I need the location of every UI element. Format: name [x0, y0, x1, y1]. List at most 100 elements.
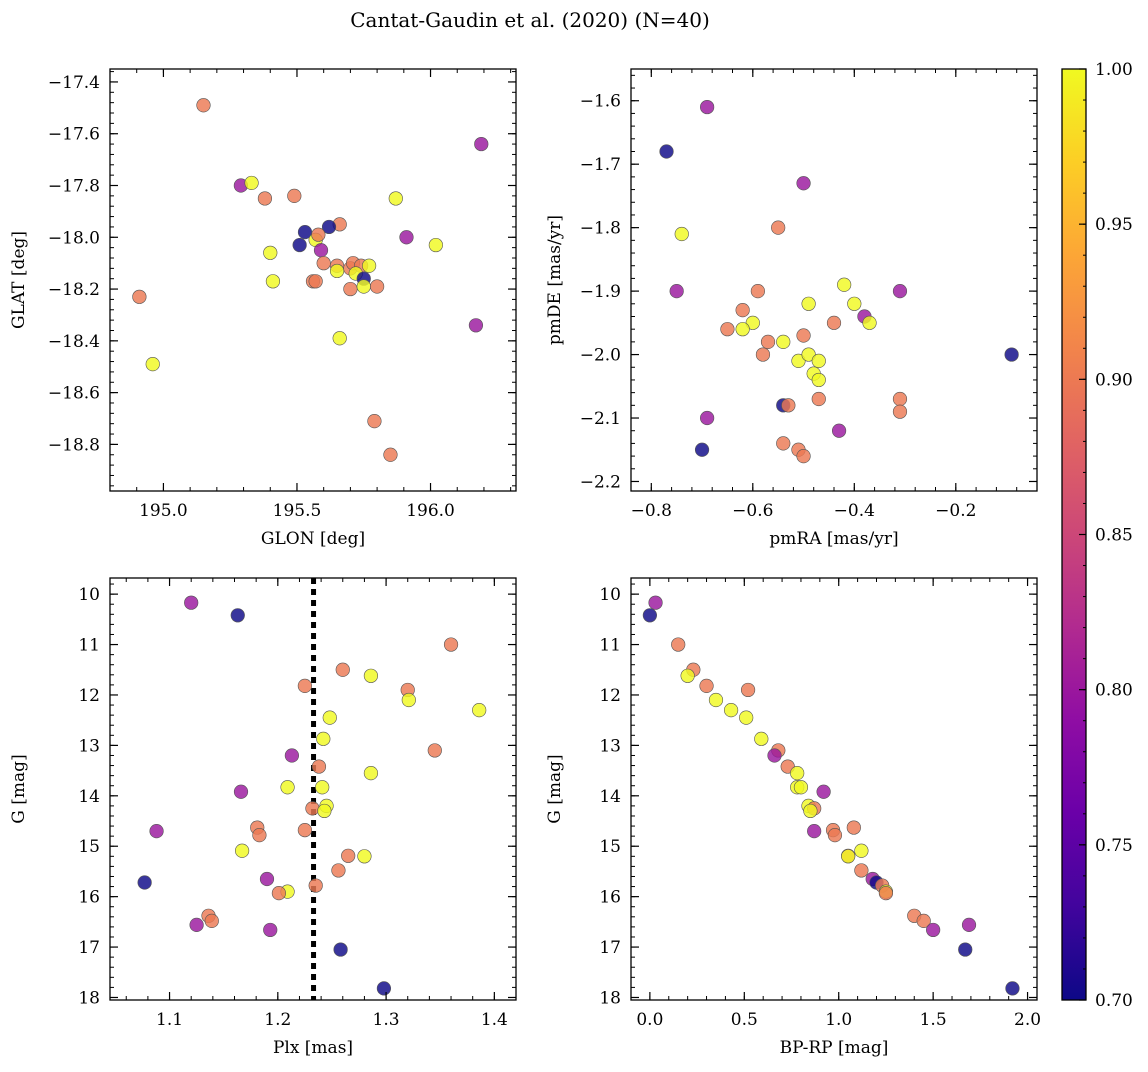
data-point [740, 682, 756, 698]
x-tick-label: 196.0 [406, 501, 455, 521]
axes-frame [109, 577, 517, 1001]
data-point [807, 823, 822, 839]
x-tick-label: 1.5 [920, 1010, 947, 1030]
x-axis-label: Plx [mas] [273, 1038, 353, 1058]
data-point [796, 176, 811, 191]
data-point [184, 595, 199, 610]
data-point [280, 780, 295, 795]
y-tick-label: 14 [599, 787, 621, 807]
data-point [846, 820, 861, 835]
x-tick-label: 0.0 [636, 1010, 663, 1030]
data-point [847, 296, 862, 311]
data-point [149, 823, 164, 839]
data-point [333, 942, 348, 957]
x-tick-label: 195.5 [273, 501, 322, 521]
data-point [271, 886, 286, 901]
figure-title: Cantat-Gaudin et al. (2020) (N=40) [350, 8, 710, 32]
data-point [363, 668, 379, 683]
y-tick-label: −2.1 [580, 409, 621, 429]
data-point [750, 284, 765, 299]
x-tick-label: 2.0 [1014, 1010, 1041, 1030]
colorbar-tick-label: 0.85 [1095, 526, 1133, 546]
axes-frame [109, 68, 517, 492]
data-point [916, 913, 931, 928]
data-point [313, 243, 329, 258]
data-point [801, 296, 816, 311]
data-point [671, 637, 686, 652]
data-point [958, 942, 973, 957]
x-tick-label: 1.3 [373, 1010, 400, 1030]
data-point [892, 391, 908, 407]
data-point [316, 256, 331, 271]
data-point [399, 230, 414, 245]
x-tick-label: 0.5 [731, 1010, 758, 1030]
y-tick-label: −17.4 [48, 73, 100, 93]
x-axis-label: BP-RP [mag] [780, 1038, 889, 1058]
x-tick-label: 1.1 [156, 1010, 183, 1030]
data-point [862, 315, 877, 330]
y-tick-label: −1.6 [580, 92, 621, 112]
y-tick-label: 11 [78, 636, 100, 656]
colorbar-tick-label: 0.80 [1095, 681, 1133, 701]
data-point [297, 678, 312, 693]
y-tick-label: 18 [78, 988, 100, 1008]
y-axis-label: GLAT [deg] [9, 231, 29, 329]
data-point [189, 917, 204, 932]
data-point [315, 780, 330, 795]
data-point [263, 922, 278, 938]
data-point [760, 334, 776, 349]
data-point [926, 922, 941, 938]
data-point [376, 981, 392, 996]
y-tick-label: −17.6 [48, 125, 100, 145]
y-tick-label: 16 [78, 888, 100, 908]
data-point [776, 436, 791, 451]
data-point [816, 784, 831, 799]
data-point [827, 828, 843, 843]
data-point [308, 274, 323, 289]
data-point [811, 353, 826, 369]
data-point [292, 237, 307, 253]
y-tick-label: −18.0 [48, 228, 100, 248]
data-point [361, 258, 377, 273]
data-point [745, 315, 760, 330]
data-point [252, 828, 267, 843]
data-point [674, 226, 689, 242]
data-point [801, 347, 816, 362]
data-point [854, 843, 869, 858]
x-tick-label: 1.0 [825, 1010, 852, 1030]
data-point [401, 692, 416, 708]
data-point [811, 391, 826, 407]
y-tick-label: 15 [78, 837, 100, 857]
panel-cmd: 0.0 0.5 1.0 1.5 2.0 10 11 12 13 14 15 16 17 18 BP-RP [… [545, 577, 1041, 1058]
x-tick-label: −0.6 [732, 501, 773, 521]
data-point [796, 448, 811, 464]
y-tick-label: 15 [599, 837, 621, 857]
panel-pm: −0.8 −0.6 −0.4 −0.2 −1.6 −1.7 −1.8 −1.9 −2.0 −2.1… [545, 68, 1038, 549]
data-point [708, 692, 724, 708]
y-tick-label: −18.2 [48, 280, 100, 300]
colorbar-tick-label: 0.95 [1095, 215, 1133, 235]
y-tick-label: 13 [78, 736, 100, 756]
x-tick-label: 195.0 [139, 501, 188, 521]
y-tick-label: 18 [599, 988, 621, 1008]
data-point [803, 803, 818, 819]
data-point [831, 423, 847, 438]
data-point [427, 743, 442, 758]
data-point [311, 227, 326, 242]
data-point [700, 99, 715, 115]
data-point [642, 608, 657, 623]
data-point [329, 263, 345, 279]
data-point [137, 875, 152, 890]
data-point [332, 331, 347, 346]
data-point [720, 322, 735, 337]
data-point [892, 404, 908, 419]
data-point [357, 849, 372, 864]
data-point [311, 759, 327, 774]
data-point [383, 447, 398, 462]
data-point [739, 710, 754, 725]
data-point [263, 245, 278, 260]
data-point [700, 410, 715, 426]
data-point [474, 136, 489, 152]
data-point [837, 277, 852, 292]
